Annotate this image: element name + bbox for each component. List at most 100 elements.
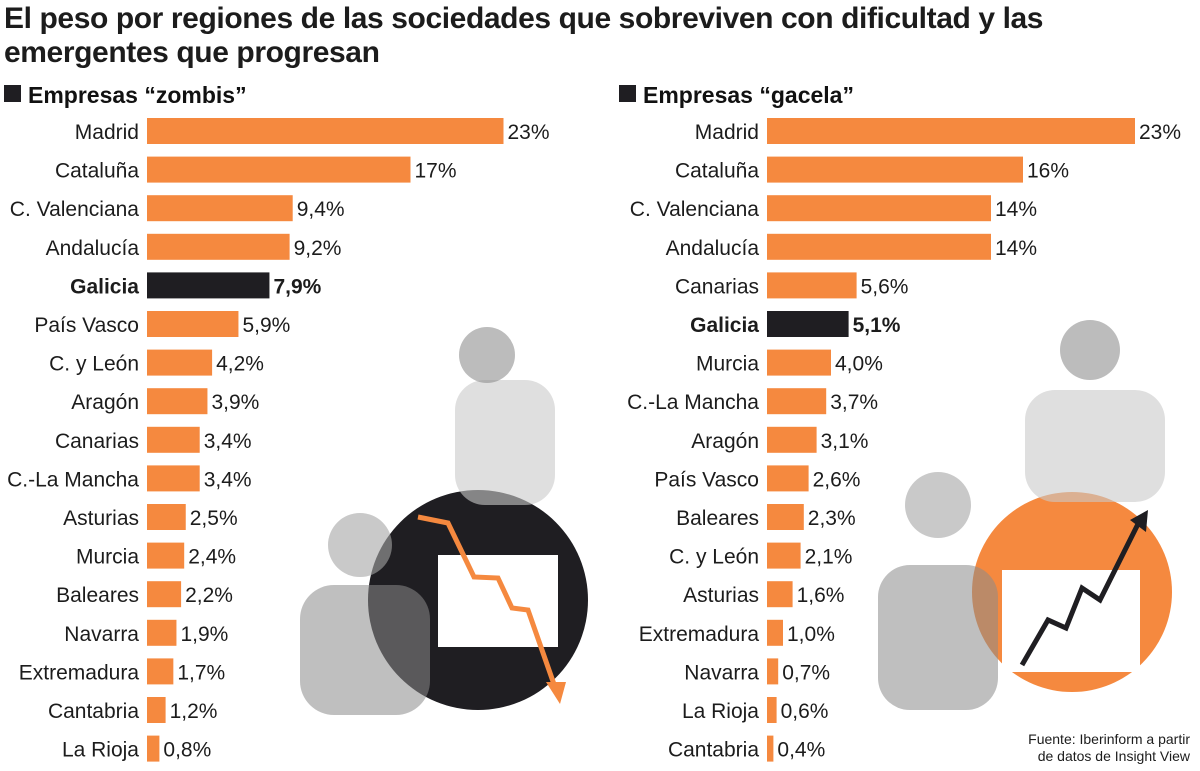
- category-label-baleares: Baleares: [56, 584, 139, 607]
- category-label-c-la-mancha: C.-La Mancha: [627, 391, 759, 414]
- illustration-person-head: [328, 513, 392, 577]
- value-label-cantabria: 1,2%: [170, 700, 218, 723]
- value-label-pais-vasco: 2,6%: [813, 468, 861, 491]
- value-label-cataluna: 17%: [415, 160, 457, 183]
- value-label-baleares: 2,2%: [185, 584, 233, 607]
- value-label-pais-vasco: 5,9%: [242, 314, 290, 337]
- illustration-man-silhouette: [1025, 390, 1165, 502]
- bar-zombis-pais-vasco: [147, 311, 239, 337]
- value-label-c-la-mancha: 3,4%: [204, 468, 252, 491]
- category-label-aragon: Aragón: [691, 430, 759, 453]
- category-label-galicia: Galicia: [690, 314, 759, 337]
- bar-gacela-pais-vasco: [767, 465, 809, 492]
- bar-zombis-asturias: [147, 504, 186, 530]
- bar-gacela-galicia: [767, 311, 849, 337]
- bar-zombis-c-y-leon: [147, 349, 213, 376]
- bar-zombis-canarias: [147, 426, 200, 453]
- illustration-white-board: [438, 555, 558, 647]
- category-label-extremadura: Extremadura: [19, 661, 140, 684]
- illustration-zombis: [300, 327, 588, 715]
- bar-zombis-baleares: [147, 581, 182, 608]
- category-label-la-rioja: La Rioja: [682, 700, 759, 723]
- value-label-c-y-leon: 2,1%: [805, 546, 853, 569]
- value-label-canarias: 5,6%: [861, 275, 909, 298]
- category-label-andalucia: Andalucía: [666, 237, 760, 260]
- value-label-c-y-leon: 4,2%: [216, 353, 264, 376]
- category-label-asturias: Asturias: [683, 584, 759, 607]
- bar-zombis-andalucia: [147, 233, 290, 260]
- category-label-galicia: Galicia: [70, 275, 139, 298]
- bar-gacela-asturias: [767, 581, 793, 608]
- bar-gacela-la-rioja: [767, 697, 777, 723]
- category-label-andalucia: Andalucía: [46, 237, 140, 260]
- value-label-baleares: 2,3%: [808, 507, 856, 530]
- bar-gacela-madrid: [767, 118, 1135, 144]
- bar-gacela-cantabria: [767, 735, 774, 762]
- legend-marker-square: [619, 85, 636, 102]
- chart-title: El peso por regiones de las sociedades q…: [4, 2, 1044, 69]
- bar-zombis-madrid: [147, 118, 504, 144]
- chart-zombis: Empresas “zombis” Madrid 23% Cataluña 17% C.…: [4, 82, 550, 762]
- category-label-cantabria: Cantabria: [48, 700, 139, 723]
- illustration-woman-head: [905, 472, 971, 538]
- bar-zombis-murcia: [147, 542, 185, 569]
- value-label-c-valenciana: 14%: [995, 198, 1037, 221]
- illustration-man-silhouette: [455, 380, 555, 505]
- value-label-la-rioja: 0,8%: [163, 739, 211, 762]
- category-label-cantabria: Cantabria: [668, 739, 759, 762]
- source-line-2: de datos de Insight View: [1038, 748, 1191, 764]
- value-label-extremadura: 1,0%: [787, 623, 835, 646]
- category-label-canarias: Canarias: [675, 275, 759, 298]
- bar-gacela-murcia: [767, 349, 831, 376]
- bar-zombis-cantabria: [147, 697, 166, 723]
- category-label-murcia: Murcia: [696, 353, 759, 376]
- illustration-man-head: [1060, 320, 1120, 380]
- illustration-person-silhouette: [300, 585, 430, 715]
- bar-zombis-la-rioja: [147, 735, 160, 762]
- chart-zombis-title: Empresas “zombis”: [28, 82, 247, 108]
- value-label-c-la-mancha: 3,7%: [830, 391, 878, 414]
- chart-gacela: Empresas “gacela” Madrid 23% Cataluña 16% C.…: [619, 82, 1181, 762]
- illustration-up-arrow: [1019, 518, 1143, 667]
- category-label-la-rioja: La Rioja: [62, 739, 139, 762]
- chart-gacela-marks: Madrid 23% Cataluña 16% C. Valenciana 14% Anda…: [627, 118, 1181, 762]
- bar-gacela-canarias: [767, 272, 857, 299]
- illustration-woman-silhouette: [878, 565, 998, 710]
- bar-gacela-cataluna: [767, 156, 1023, 183]
- bar-gacela-c-la-mancha: [767, 388, 827, 415]
- category-label-canarias: Canarias: [55, 430, 139, 453]
- chart-zombis-marks: Madrid 23% Cataluña 17% C. Valenciana 9,4% And…: [7, 118, 550, 762]
- category-label-c-valenciana: C. Valenciana: [630, 198, 760, 221]
- value-label-cataluna: 16%: [1027, 160, 1069, 183]
- category-label-c-y-leon: C. y León: [49, 353, 139, 376]
- value-label-madrid: 23%: [1139, 121, 1181, 144]
- category-label-cataluna: Cataluña: [675, 160, 759, 183]
- bar-gacela-andalucia: [767, 233, 991, 260]
- bar-zombis-cataluna: [147, 156, 411, 183]
- value-label-murcia: 2,4%: [188, 546, 236, 569]
- value-label-galicia: 7,9%: [273, 275, 321, 298]
- source-line-1: Fuente: Iberinform a partir: [1028, 731, 1190, 747]
- value-label-galicia: 5,1%: [853, 314, 901, 337]
- category-label-extremadura: Extremadura: [639, 623, 760, 646]
- category-label-pais-vasco: País Vasco: [34, 314, 139, 337]
- value-label-madrid: 23%: [508, 121, 550, 144]
- category-label-madrid: Madrid: [695, 121, 759, 144]
- bar-zombis-c-la-mancha: [147, 465, 200, 492]
- legend-marker-square: [4, 85, 21, 102]
- bar-zombis-extremadura: [147, 658, 174, 685]
- value-label-murcia: 4,0%: [835, 353, 883, 376]
- illustration-gacela: [878, 320, 1172, 710]
- category-label-navarra: Navarra: [64, 623, 139, 646]
- category-label-c-la-mancha: C.-La Mancha: [7, 468, 139, 491]
- category-label-baleares: Baleares: [676, 507, 759, 530]
- value-label-aragon: 3,9%: [211, 391, 259, 414]
- category-label-cataluna: Cataluña: [55, 160, 139, 183]
- value-label-andalucia: 9,2%: [294, 237, 342, 260]
- illustration-down-arrow: [417, 514, 559, 691]
- chart-gacela-title: Empresas “gacela”: [643, 82, 854, 108]
- value-label-aragon: 3,1%: [821, 430, 869, 453]
- category-label-aragon: Aragón: [71, 391, 139, 414]
- category-label-murcia: Murcia: [76, 546, 139, 569]
